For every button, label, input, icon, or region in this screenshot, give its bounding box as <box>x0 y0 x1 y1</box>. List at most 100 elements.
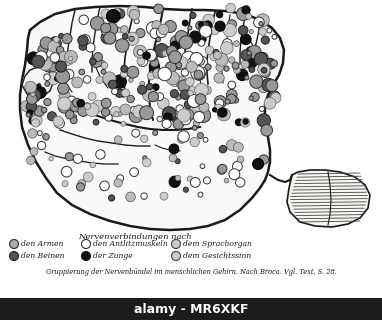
Circle shape <box>37 52 47 62</box>
Circle shape <box>77 100 84 107</box>
Circle shape <box>27 156 35 164</box>
Circle shape <box>218 164 227 173</box>
Circle shape <box>264 97 276 109</box>
Circle shape <box>169 176 180 188</box>
Circle shape <box>248 45 261 59</box>
Circle shape <box>156 27 167 38</box>
Circle shape <box>129 36 134 41</box>
Circle shape <box>37 141 46 150</box>
Circle shape <box>130 168 138 177</box>
Circle shape <box>152 20 162 30</box>
Circle shape <box>236 178 245 187</box>
Circle shape <box>105 23 118 35</box>
Circle shape <box>198 192 203 197</box>
Circle shape <box>118 112 122 116</box>
Circle shape <box>152 84 159 91</box>
Circle shape <box>103 72 116 85</box>
Circle shape <box>191 178 200 187</box>
Circle shape <box>149 88 153 92</box>
Circle shape <box>178 135 186 143</box>
Circle shape <box>150 59 159 67</box>
Circle shape <box>91 17 104 30</box>
Circle shape <box>215 99 224 107</box>
Text: dem Gesichtssinn: dem Gesichtssinn <box>183 252 251 260</box>
Circle shape <box>133 45 147 58</box>
Circle shape <box>212 108 217 112</box>
Circle shape <box>62 54 73 65</box>
Circle shape <box>101 25 112 36</box>
Circle shape <box>38 57 52 70</box>
Circle shape <box>189 31 201 43</box>
Circle shape <box>227 94 236 103</box>
Circle shape <box>43 133 49 140</box>
Circle shape <box>162 50 168 57</box>
Circle shape <box>249 96 253 100</box>
Circle shape <box>21 101 32 112</box>
Circle shape <box>136 28 145 38</box>
Circle shape <box>86 43 95 52</box>
Circle shape <box>10 252 18 260</box>
Bar <box>0 298 382 320</box>
Circle shape <box>193 112 202 121</box>
Circle shape <box>79 15 89 24</box>
Circle shape <box>57 46 64 54</box>
Circle shape <box>80 35 90 45</box>
Circle shape <box>216 11 223 18</box>
Circle shape <box>41 56 53 68</box>
Circle shape <box>196 21 205 30</box>
Circle shape <box>88 92 96 100</box>
Circle shape <box>142 88 156 102</box>
Circle shape <box>147 72 155 80</box>
Circle shape <box>204 177 210 184</box>
Circle shape <box>181 109 194 122</box>
Circle shape <box>226 3 235 13</box>
Circle shape <box>117 175 124 182</box>
Circle shape <box>130 106 138 114</box>
Circle shape <box>133 106 145 118</box>
Circle shape <box>134 19 139 24</box>
Circle shape <box>253 158 264 170</box>
Circle shape <box>129 109 143 123</box>
Circle shape <box>208 28 214 34</box>
Circle shape <box>170 35 184 49</box>
Circle shape <box>261 68 270 77</box>
Circle shape <box>154 4 163 13</box>
Circle shape <box>199 28 206 36</box>
Circle shape <box>241 60 249 68</box>
Circle shape <box>170 90 178 98</box>
Circle shape <box>90 55 102 68</box>
Circle shape <box>250 92 259 101</box>
Circle shape <box>93 119 99 125</box>
Circle shape <box>79 43 87 50</box>
Circle shape <box>175 159 180 164</box>
Circle shape <box>173 119 184 129</box>
Circle shape <box>58 83 69 94</box>
Circle shape <box>184 101 192 108</box>
Circle shape <box>101 31 113 44</box>
Circle shape <box>203 137 208 142</box>
Circle shape <box>53 116 63 126</box>
Circle shape <box>227 90 237 100</box>
Circle shape <box>213 51 222 60</box>
Circle shape <box>132 129 140 137</box>
Circle shape <box>214 96 227 108</box>
Circle shape <box>176 76 187 88</box>
Circle shape <box>213 49 219 55</box>
Circle shape <box>55 76 60 81</box>
Circle shape <box>140 106 154 120</box>
Circle shape <box>112 28 126 41</box>
Circle shape <box>126 34 131 39</box>
Circle shape <box>190 52 203 65</box>
Circle shape <box>167 46 177 56</box>
Circle shape <box>176 63 183 69</box>
Circle shape <box>45 82 50 86</box>
Circle shape <box>242 6 250 14</box>
Circle shape <box>10 239 18 249</box>
Circle shape <box>84 103 91 109</box>
Circle shape <box>127 6 139 18</box>
Text: dem Sprachorgan: dem Sprachorgan <box>183 240 252 248</box>
Circle shape <box>107 36 115 44</box>
Circle shape <box>120 26 128 33</box>
Circle shape <box>158 67 172 81</box>
Circle shape <box>191 66 205 80</box>
